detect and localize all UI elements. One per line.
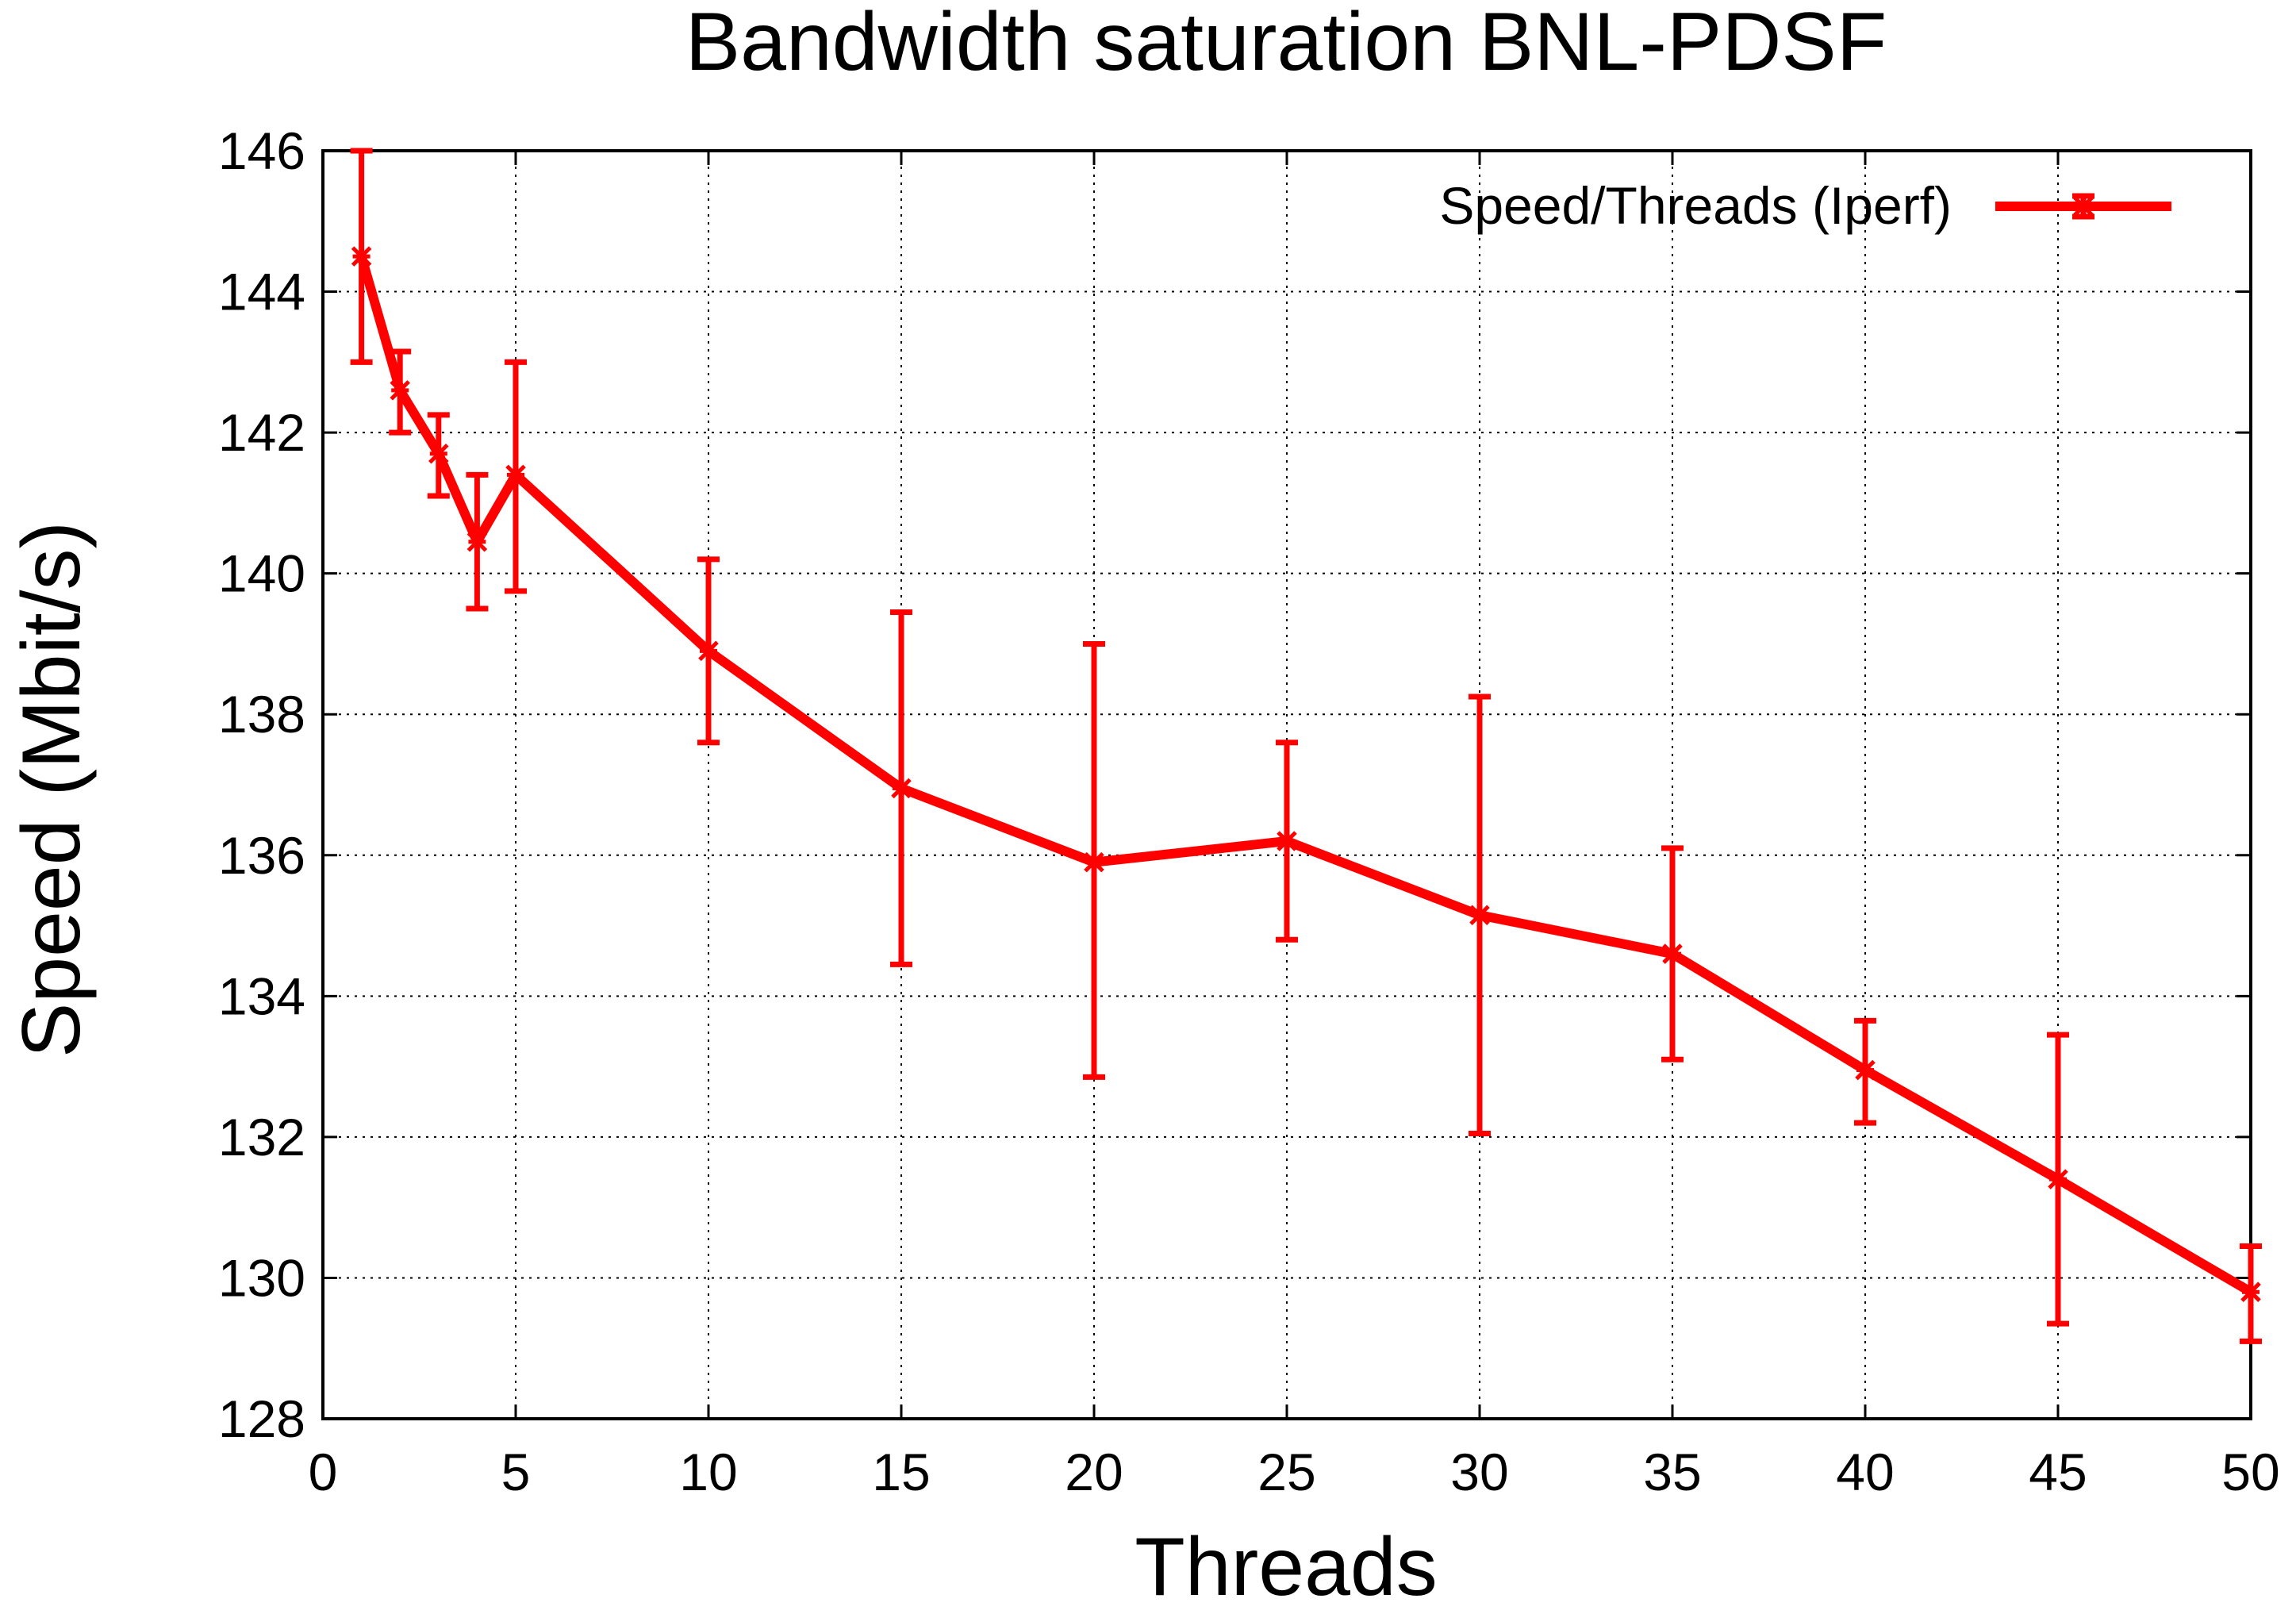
data-point: [2048, 1169, 2068, 1189]
data-point: [466, 531, 488, 552]
data-point: [1662, 943, 1683, 964]
y-tick-label: 140: [218, 544, 305, 603]
x-tick-label: 40: [1836, 1443, 1894, 1501]
data-point: [390, 380, 410, 401]
x-tick-label: 15: [872, 1443, 930, 1501]
data-point: [428, 443, 449, 464]
x-tick-label: 30: [1450, 1443, 1508, 1501]
data-point: [1469, 905, 1490, 926]
data-point: [891, 778, 912, 799]
y-tick-label: 134: [218, 966, 305, 1025]
legend-label: Speed/Threads (Iperf): [1439, 176, 1952, 235]
data-point: [1277, 831, 1297, 851]
y-tick-label: 144: [218, 263, 305, 321]
y-tick-labels: 128 130 132 134 136 138 140 142 144 146: [218, 121, 305, 1448]
y-tick-label: 142: [218, 403, 305, 462]
data-point: [505, 464, 526, 486]
data-point: [1855, 1059, 1876, 1081]
data-point: [698, 640, 719, 662]
series-lines: [356, 252, 2256, 1297]
x-axis-label: Threads: [1135, 1521, 1438, 1610]
y-tick-label: 138: [218, 685, 305, 744]
x-tick-label: 25: [1257, 1443, 1315, 1501]
series-line: [356, 252, 2256, 1297]
data-point: [351, 246, 372, 267]
x-tick-label: 0: [309, 1443, 338, 1501]
x-tick-label: 50: [2221, 1443, 2279, 1501]
x-tick-label: 5: [501, 1443, 531, 1501]
y-axis-label: Speed (Mbit/s): [6, 521, 98, 1058]
x-tick-labels: 0 5 10 15 20 25 30 35 40 45 50: [309, 1443, 2280, 1501]
y-tick-label: 132: [218, 1108, 305, 1166]
y-tick-label: 136: [218, 826, 305, 885]
y-tick-label: 130: [218, 1248, 305, 1307]
data-point: [2240, 1281, 2261, 1302]
x-tick-label: 10: [679, 1443, 737, 1501]
x-tick-label: 20: [1065, 1443, 1123, 1501]
legend-sample: [1995, 193, 2171, 220]
x-tick-label: 35: [1643, 1443, 1701, 1501]
legend: Speed/Threads (Iperf): [1439, 176, 2171, 235]
legend-marker: [2073, 196, 2094, 217]
plot-area-frame: [321, 149, 2252, 1420]
series-markers: [351, 246, 2261, 1302]
y-tick-label: 128: [218, 1389, 305, 1448]
data-point: [1084, 851, 1104, 873]
chart-title: Bandwidth saturation BNL-PDSF: [685, 0, 1887, 88]
y-tick-label: 146: [218, 121, 305, 180]
x-tick-label: 45: [2029, 1443, 2087, 1501]
